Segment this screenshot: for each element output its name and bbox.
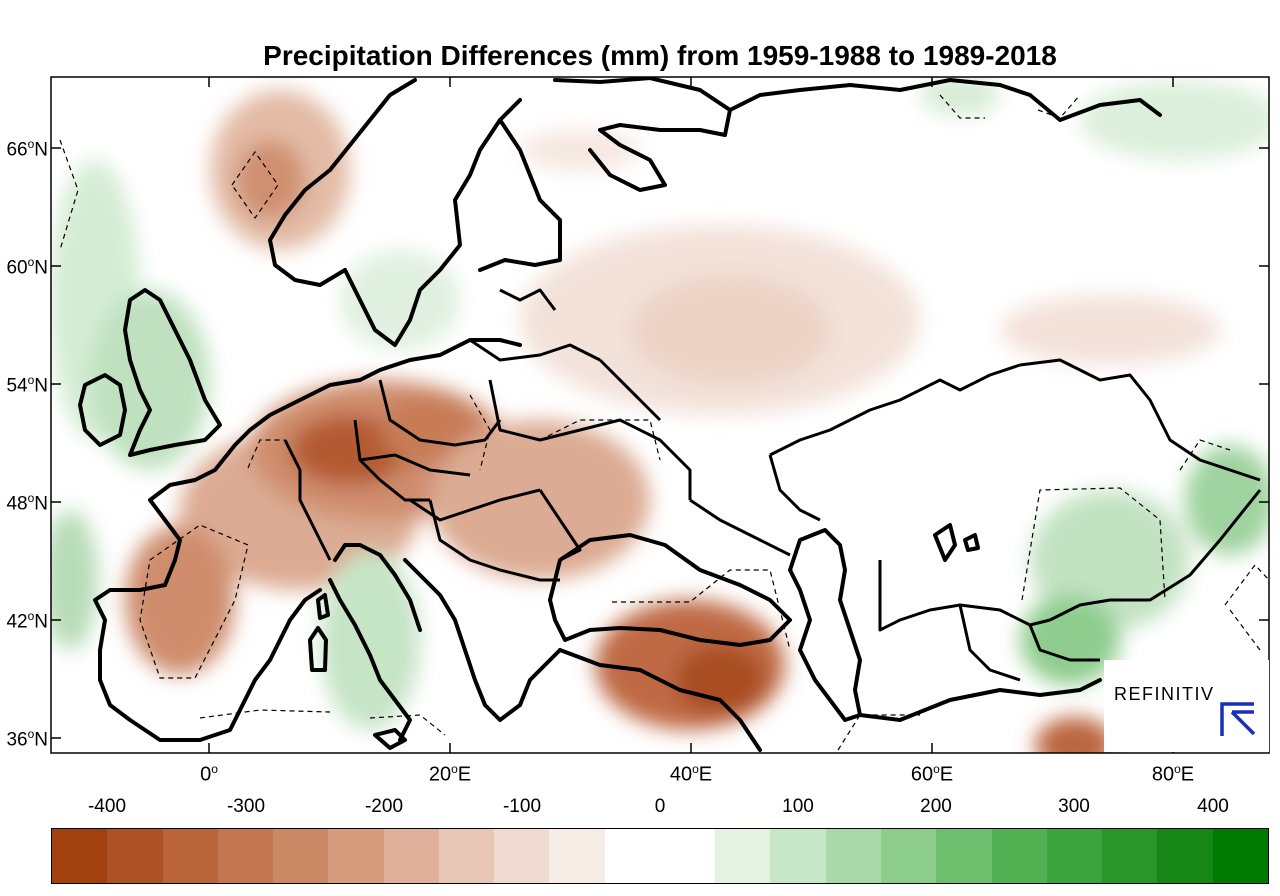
zero-contours [59, 94, 1269, 751]
colorbar-label: -100 [502, 796, 542, 817]
dry-region-central-core [290, 415, 410, 485]
wet-region-italy-adriatic [320, 550, 420, 730]
colorbar-segment [438, 829, 495, 883]
colorbar-label: -200 [364, 796, 404, 817]
colorbar-segment [604, 829, 660, 883]
refinitiv-logo-icon [1220, 702, 1256, 736]
coastlines [78, 77, 1162, 752]
map-title: Precipitation Differences (mm) from 1959… [263, 40, 1057, 71]
wet-region-atlantic-south [51, 510, 98, 650]
lon-label-20e: 20oE [428, 762, 472, 786]
watermark-text: REFINITIV [1114, 684, 1215, 704]
lat-label-66n: 66oN [6, 137, 48, 161]
colorbar [51, 828, 1269, 884]
colorbar-segment [549, 829, 605, 883]
dry-anomaly-layer [125, 90, 1220, 753]
precipitation-field [51, 77, 1269, 753]
colorbar-segment [494, 829, 550, 883]
dry-region-russia-inner [630, 275, 830, 385]
lat-label-48n: 48oN [6, 491, 48, 515]
colorbar-segment [770, 829, 826, 883]
colorbar-segment [162, 829, 218, 883]
lat-label-60n: 60oN [6, 255, 48, 279]
refinitiv-watermark: REFINITIV [1104, 660, 1269, 752]
plot-frame [50, 76, 1270, 754]
lat-ticks [51, 147, 1269, 739]
colorbar-segment [1212, 829, 1268, 883]
dry-region-caucasus-core [675, 645, 765, 715]
colorbar-label: -400 [87, 796, 127, 817]
colorbar-segment [217, 829, 274, 883]
colorbar-segment [936, 829, 992, 883]
colorbar-label: 300 [1058, 796, 1090, 817]
colorbar-segment [825, 829, 881, 883]
colorbar-segment [273, 829, 329, 883]
wet-region-scandinavia-south [340, 250, 460, 350]
lat-label-54n: 54oN [6, 373, 48, 397]
colorbar-segment [1046, 829, 1103, 883]
wet-region-altai [1185, 445, 1269, 555]
colorbar-segment [383, 829, 439, 883]
dry-region-iberia [125, 525, 235, 675]
colorbar-segment [1102, 829, 1158, 883]
wet-region-arctic-east [1080, 80, 1269, 160]
colorbar-segment [52, 829, 108, 883]
colorbar-segment [659, 829, 716, 883]
lon-label-60e: 60oE [910, 762, 954, 786]
lon-label-40e: 40oE [669, 762, 713, 786]
colorbar-segment [1157, 829, 1213, 883]
colorbar-segment [715, 829, 771, 883]
colorbar-segment [880, 829, 937, 883]
lon-ticks [208, 77, 1174, 753]
wet-region-arctic-north [920, 77, 1000, 115]
colorbar-label: 200 [920, 796, 952, 817]
dry-region-norway-core [235, 140, 305, 220]
wet-region-tian-shan [1020, 595, 1120, 685]
lon-label-80e: 80oE [1151, 762, 1195, 786]
country-borders [283, 288, 1262, 682]
dry-region-poland [380, 395, 480, 465]
lat-label-42n: 42oN [6, 609, 48, 633]
dry-region-north-coast [520, 130, 640, 170]
colorbar-label: 100 [782, 796, 814, 817]
colorbar-label: 0 [654, 796, 666, 817]
colorbar-segment [328, 829, 384, 883]
lat-label-36n: 36oN [6, 727, 48, 751]
lon-label-0: 0o [200, 762, 218, 786]
wet-anomaly-layer [51, 77, 1269, 730]
colorbar-segment [107, 829, 163, 883]
dry-region-central-asia-south [1035, 717, 1115, 753]
colorbar-label: 400 [1197, 796, 1229, 817]
dry-region-siberia [1000, 295, 1220, 365]
colorbar-label: -300 [226, 796, 266, 817]
colorbar-segment [991, 829, 1047, 883]
